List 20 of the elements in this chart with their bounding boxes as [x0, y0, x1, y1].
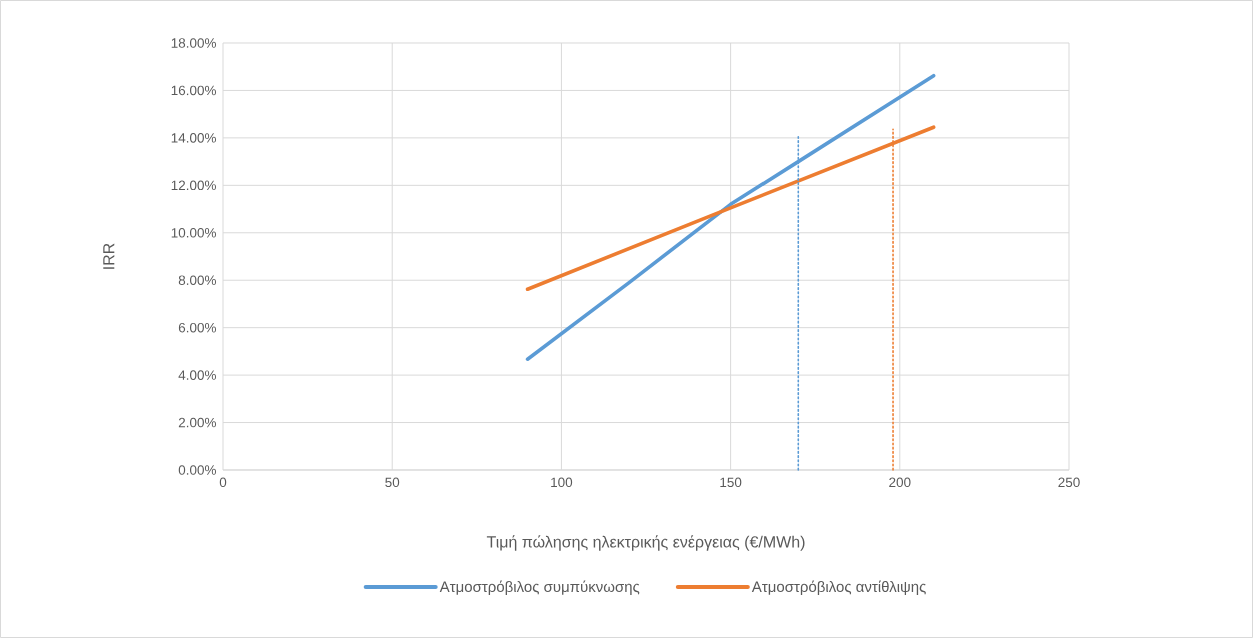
x-tick-label: 200 [889, 477, 911, 488]
y-tick-label: 14.00% [171, 133, 216, 143]
y-axis-title: IRR [103, 243, 115, 269]
y-tick-label: 2.00% [178, 417, 216, 428]
x-tick-label: 150 [720, 477, 742, 488]
y-tick-label: 16.00% [171, 85, 216, 96]
x-tick-label: 50 [385, 477, 400, 488]
legend-label: Ατμοστρόβιλος συμπύκνωσης [439, 580, 640, 596]
y-tick-label: 18.00% [171, 38, 216, 48]
y-tick-label: 12.00% [171, 180, 216, 191]
y-tick-label: 10.00% [171, 228, 216, 238]
legend-label: Ατμοστρόβιλος αντίθλιψης [751, 580, 926, 596]
y-tick-label: 6.00% [178, 322, 216, 333]
y-tick-label: 4.00% [178, 370, 216, 380]
y-tick-label: 0.00% [178, 465, 216, 475]
x-tick-label: 250 [1058, 477, 1080, 488]
y-tick-label: 8.00% [178, 275, 216, 285]
x-axis-title: Τιμή πώλησης ηλεκτρικής ενέργειας (€/MWh) [486, 535, 805, 551]
x-tick-label: 100 [551, 477, 573, 488]
x-tick-label: 0 [219, 477, 227, 488]
